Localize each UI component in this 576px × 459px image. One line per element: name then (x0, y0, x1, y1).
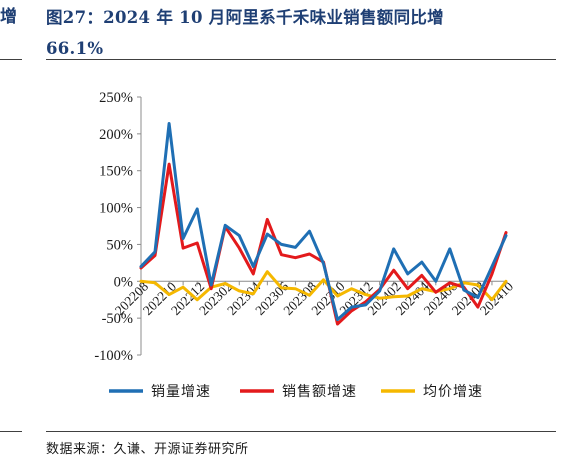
y-tick-label: 150% (99, 164, 133, 180)
chart-title-line1: 图27：2024 年 10 月阿里系千禾味业销售额同比增 (46, 8, 444, 27)
left-rule-top (0, 59, 22, 60)
legend-label-1: 销售额增速 (282, 384, 357, 400)
chart-title-line2: 66.1% (46, 39, 104, 58)
y-tick-label: 50% (106, 237, 133, 253)
legend: 销量增速 销售额增速 均价增速 (109, 384, 483, 400)
y-tick-label: -50% (102, 311, 133, 327)
legend-label-0: 销量增速 (151, 384, 211, 400)
y-axis: 250% 200% 150% 100% 50% 0% -50% -100% (94, 90, 142, 364)
title-side-char: 增 (0, 7, 17, 27)
chart-title: 图27：2024 年 10 月阿里系千禾味业销售额同比增 66.1% (46, 2, 566, 64)
legend-label-2: 均价增速 (423, 384, 483, 400)
y-tick-label: 100% (99, 201, 133, 217)
y-tick-label: -100% (94, 348, 133, 364)
source-note: 数据来源：久谦、开源证券研究所 (46, 442, 249, 457)
title-rule (46, 59, 556, 60)
y-tick-label: 200% (99, 127, 133, 143)
left-rule-bottom (0, 431, 22, 432)
series-line-2 (139, 270, 508, 302)
y-tick-label: 250% (99, 90, 133, 106)
series-line-0 (139, 122, 508, 322)
source-rule (46, 431, 556, 432)
y-tick-label: 0% (114, 274, 133, 290)
series-lines (139, 122, 508, 326)
